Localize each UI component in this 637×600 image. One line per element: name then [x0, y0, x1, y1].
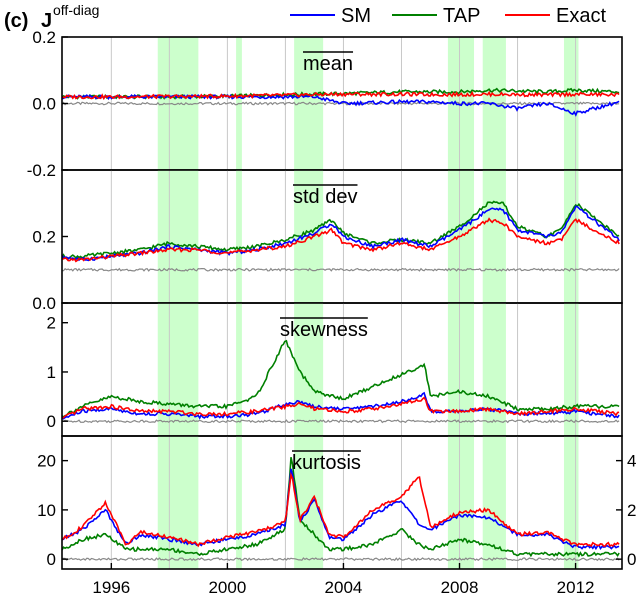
shaded-period-1	[236, 436, 242, 569]
y2-tick-label: 2	[627, 501, 636, 520]
series-exact-mean	[61, 90, 620, 101]
y-tick-label: 0	[47, 412, 56, 431]
series-exact-kurtosis	[61, 471, 620, 548]
panel-frame	[61, 435, 623, 570]
shaded-period-5	[563, 303, 579, 436]
legend-label-sm: SM	[341, 5, 371, 27]
legend: SM TAP Exact	[290, 5, 606, 27]
shaded-period-1	[236, 170, 242, 303]
y-tick-label: 1	[47, 363, 56, 382]
series-null-kurtosis	[61, 557, 620, 562]
y-tick-label: 0.0	[32, 95, 56, 114]
series-sm-mean	[61, 94, 620, 117]
x-tick-label: 2004	[325, 578, 363, 597]
y-tick-label: 10	[37, 501, 56, 520]
panel-label: kurtosis	[292, 452, 361, 474]
series-exact-std-dev	[61, 217, 620, 263]
y-tick-label: 0	[47, 550, 56, 569]
shaded-period-0	[157, 303, 199, 436]
legend-label-exact: Exact	[556, 5, 606, 27]
panel-label: std dev	[293, 186, 357, 208]
shaded-period-4	[482, 303, 506, 436]
y-tick-label: -0.2	[27, 161, 56, 180]
x-tick-label: 2012	[557, 578, 595, 597]
panel-mean: -0.2 0.0 0.2 mean	[27, 28, 623, 180]
panel-label: skewness	[280, 319, 368, 341]
series-tap-kurtosis	[61, 457, 620, 558]
shaded-period-2	[294, 436, 324, 569]
series-null-skewness	[62, 419, 620, 424]
panel-skewness: 0 1 2 skewness	[47, 302, 623, 437]
series-exact-skewness	[61, 396, 620, 419]
y-tick-label: 20	[37, 452, 56, 471]
shaded-period-1	[236, 303, 242, 436]
series-sm-std-dev	[61, 205, 620, 262]
panels: -0.2 0.0 0.2 mean 0.0 0.2 std dev 0 1 2 skewness 0 1…	[27, 28, 636, 570]
figure-title-superscript: off-diag	[53, 2, 99, 18]
x-axis: 1996 2000 2004 2008 2012	[92, 563, 594, 597]
series-sm-kurtosis	[61, 468, 620, 551]
panel-label: mean	[303, 53, 353, 75]
x-tick-label: 2000	[208, 578, 246, 597]
shaded-period-3	[447, 436, 475, 569]
x-tick-label: 1996	[92, 578, 130, 597]
y-tick-label: 0.2	[32, 228, 56, 247]
panel-kurtosis: 0 10 20 0 2 4 kurtosis	[37, 435, 636, 570]
y2-tick-label: 4	[627, 452, 636, 471]
y2-tick-label: 0	[627, 550, 636, 569]
figure-title: J	[41, 10, 52, 32]
legend-label-tap: TAP	[443, 5, 480, 27]
series-tap-skewness	[61, 339, 620, 418]
panel-letter: (c)	[4, 10, 28, 32]
y-tick-label: 0.0	[32, 294, 56, 313]
shaded-period-4	[482, 170, 506, 303]
panel-std-dev: 0.0 0.2 std dev	[32, 169, 623, 313]
shaded-period-3	[447, 303, 475, 436]
y-tick-label: 0.2	[32, 28, 56, 47]
shaded-period-4	[482, 436, 506, 569]
series-tap-std-dev	[61, 200, 620, 260]
shaded-period-5	[563, 37, 579, 170]
shaded-period-0	[157, 170, 199, 303]
shaded-period-5	[563, 170, 579, 303]
x-tick-label: 2008	[441, 578, 479, 597]
shaded-period-0	[157, 436, 199, 569]
series-null-std-dev	[62, 267, 620, 272]
shaded-period-5	[563, 436, 579, 569]
y-tick-label: 2	[47, 314, 56, 333]
